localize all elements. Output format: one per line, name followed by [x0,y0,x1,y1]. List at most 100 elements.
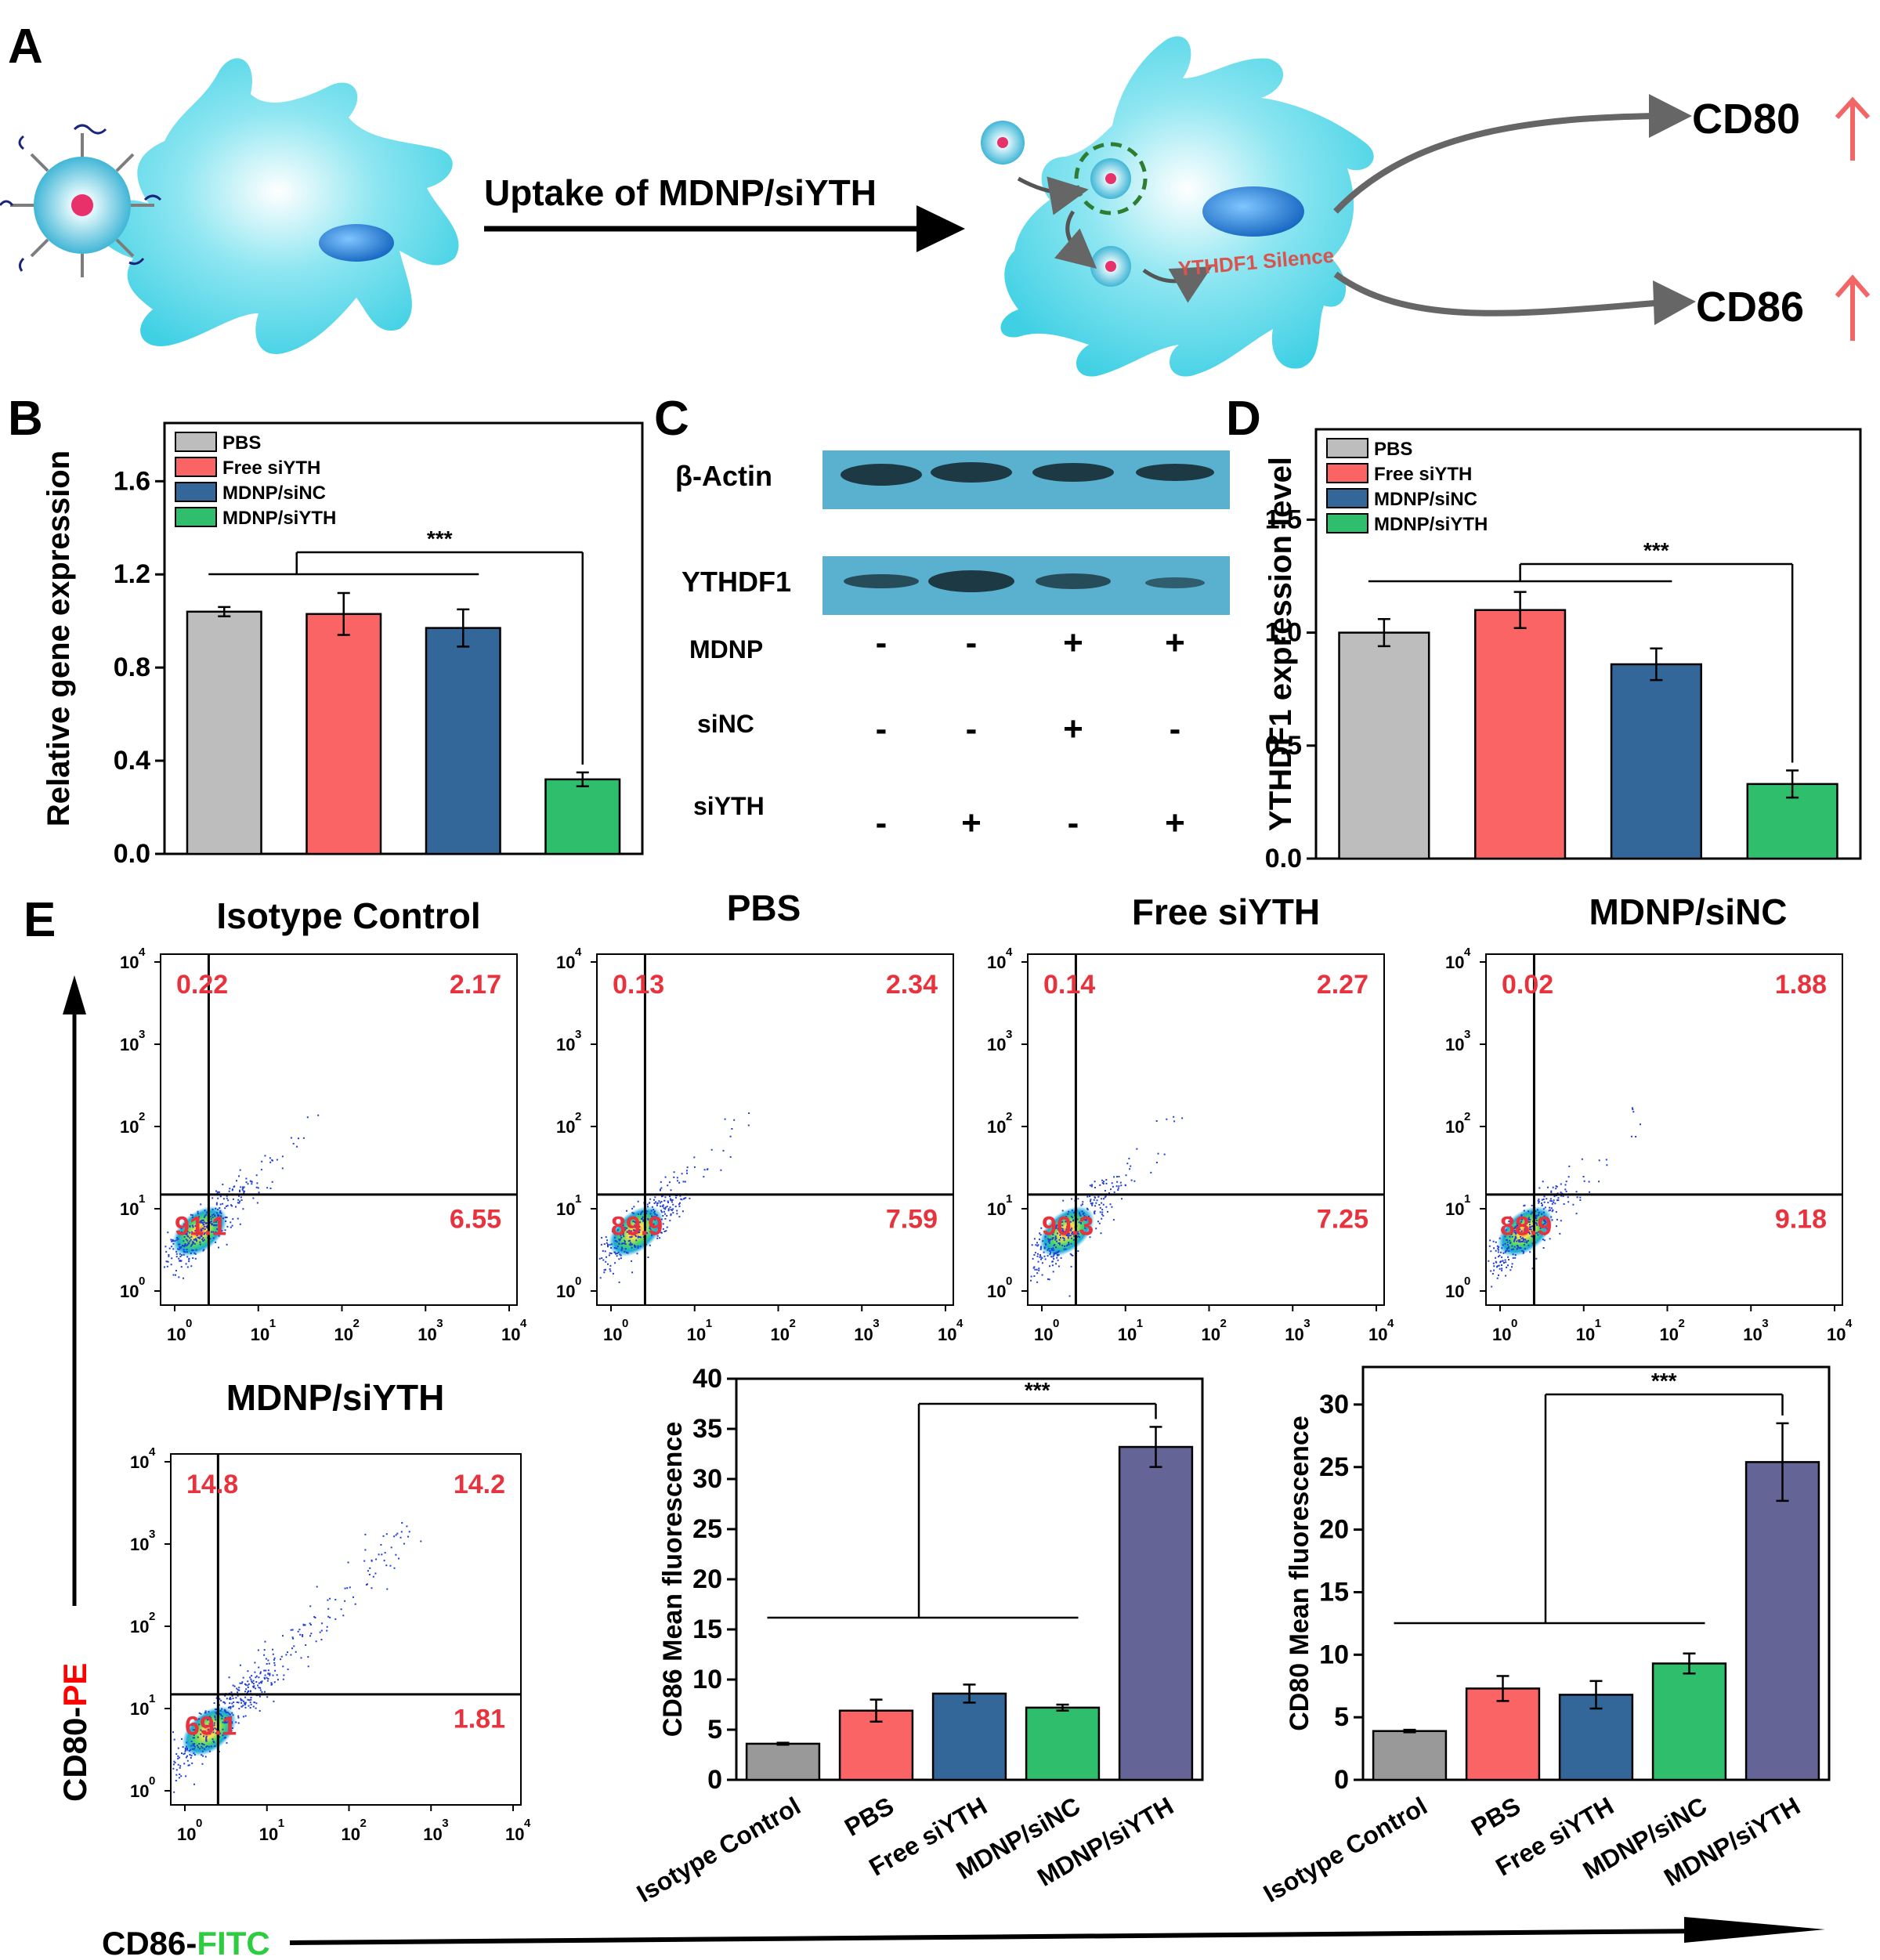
band [1145,577,1205,588]
x-tick-exponent: 1 [1137,1317,1143,1330]
x-tick-exponent: 3 [436,1317,443,1330]
y-tick-exponent: 1 [149,1692,155,1705]
dendritic-cell-right [1000,36,1374,377]
bar [425,627,501,855]
y-tick-label: 0.8 [114,653,150,682]
significance-label: *** [1643,538,1669,562]
band-label-ythdf1: YTHDF1 [682,566,791,598]
x-tick-exponent: 2 [1679,1317,1685,1330]
legend-swatch [175,432,217,452]
y-tick-exponent: 4 [149,1445,156,1459]
y-tick-label: 35 [692,1414,722,1444]
y-tick-label: 5 [1334,1702,1349,1732]
y-tick-exponent: 2 [149,1610,155,1623]
bar [306,613,382,855]
x-category-label: Isotype Control [632,1792,805,1908]
band [844,574,919,588]
flow-plot-frame [1485,953,1843,1306]
x-tick-exponent: 0 [186,1317,192,1330]
bar [1025,1706,1101,1781]
y-tick-label: 1.2 [114,559,150,589]
band [1032,463,1114,482]
y-tick-label: 25 [1319,1452,1349,1482]
y-tick-exponent: 0 [575,1275,581,1288]
y-tick-exponent: 4 [1006,946,1013,959]
quadrant-ur-value: 2.27 [1317,970,1368,1000]
y-tick-exponent: 2 [1464,1110,1470,1123]
row-label-mdnp: MDNP [689,635,763,664]
y-tick-exponent: 3 [139,1028,145,1041]
y-axis-label: CD86 Mean fluorescence [658,1422,688,1738]
x-tick-label: 10 [771,1325,790,1344]
x-tick-label: 10 [603,1325,622,1344]
x-tick-exponent: 3 [1303,1317,1310,1330]
plot-frame [163,421,644,855]
x-tick-exponent: 0 [1511,1317,1517,1330]
y-tick-label: 10 [987,1282,1006,1301]
plot-frame [1314,428,1862,860]
x-category-label: PBS [840,1792,898,1842]
y-tick-exponent: 2 [575,1110,581,1123]
nanoparticle-small-2 [1090,246,1131,287]
y-tick-label: 10 [1445,953,1464,972]
x-tick-label: 10 [177,1824,196,1844]
y-tick-exponent: 4 [1464,946,1471,959]
x-tick-label: 10 [1743,1325,1762,1344]
flow-plot-title: MDNP/siYTH [226,1377,445,1418]
quadrant-ll-value: 89.9 [611,1211,663,1241]
up-arrow-icon [1835,96,1871,341]
legend-label: MDNP/siYTH [222,508,336,529]
bar [1338,631,1430,860]
panel-letter-e: E [24,893,56,947]
band-label-actin: β-Actin [675,460,772,492]
scatter-points [164,1114,320,1279]
y-tick-label: 10 [987,1117,1006,1137]
y-tick-label: 10 [130,1699,149,1719]
bar [745,1742,821,1781]
y-tick-exponent: 4 [575,946,582,959]
flow-plot-title: PBS [727,888,801,928]
y-tick-label: 10 [120,1282,139,1301]
quadrant-lr-value: 6.55 [450,1204,501,1234]
sign-mark: + [1063,710,1083,748]
x-tick-exponent: 4 [524,1817,531,1830]
x-category-label: Isotype Control [1259,1792,1432,1908]
bar [931,1692,1007,1781]
cd80-label: CD80 [1692,96,1800,143]
y-tick-exponent: 2 [139,1110,145,1123]
panel-letter-d: D [1226,392,1261,446]
quadrant-ul-value: 0.14 [1043,970,1095,1000]
panel-letter-b: B [8,392,43,446]
y-tick-label: 10 [987,1199,1006,1219]
significance-label: *** [1025,1378,1050,1402]
uptake-label: Uptake of MDNP/siYTH [484,172,877,213]
y-tick-label: 10 [120,953,139,972]
x-tick-label: 10 [1202,1325,1220,1344]
x-tick-exponent: 3 [442,1817,448,1830]
cd86-label: CD86 [1696,284,1804,331]
y-tick-label: 0.0 [1265,844,1302,873]
bar [1610,663,1702,860]
legend-swatch [175,482,217,502]
significance-label: *** [427,526,453,551]
y-tick-label: 10 [130,1617,149,1636]
y-tick-label: 5 [707,1715,722,1745]
significance-label: *** [1651,1369,1677,1393]
y-tick-label: 10 [987,1035,1006,1054]
x-tick-exponent: 0 [1053,1317,1059,1330]
x-tick-label: 10 [342,1824,360,1844]
y-tick-exponent: 3 [149,1528,155,1541]
row-label-sinc: siNC [697,710,754,738]
x-tick-exponent: 2 [360,1817,367,1830]
y-tick-label: 10 [120,1199,139,1219]
y-axis-label: CD80 Mean fluorescence [1285,1416,1314,1731]
y-tick-label: 10 [556,1117,575,1137]
x-tick-label: 10 [687,1325,706,1344]
y-tick-exponent: 1 [139,1192,145,1206]
y-tick-label: 20 [1319,1515,1349,1545]
bar [186,610,262,855]
x-tick-exponent: 1 [1595,1317,1601,1330]
sign-mark: + [1165,804,1185,842]
y-tick-label: 10 [1319,1640,1349,1669]
quadrant-lr-value: 7.25 [1317,1204,1368,1234]
